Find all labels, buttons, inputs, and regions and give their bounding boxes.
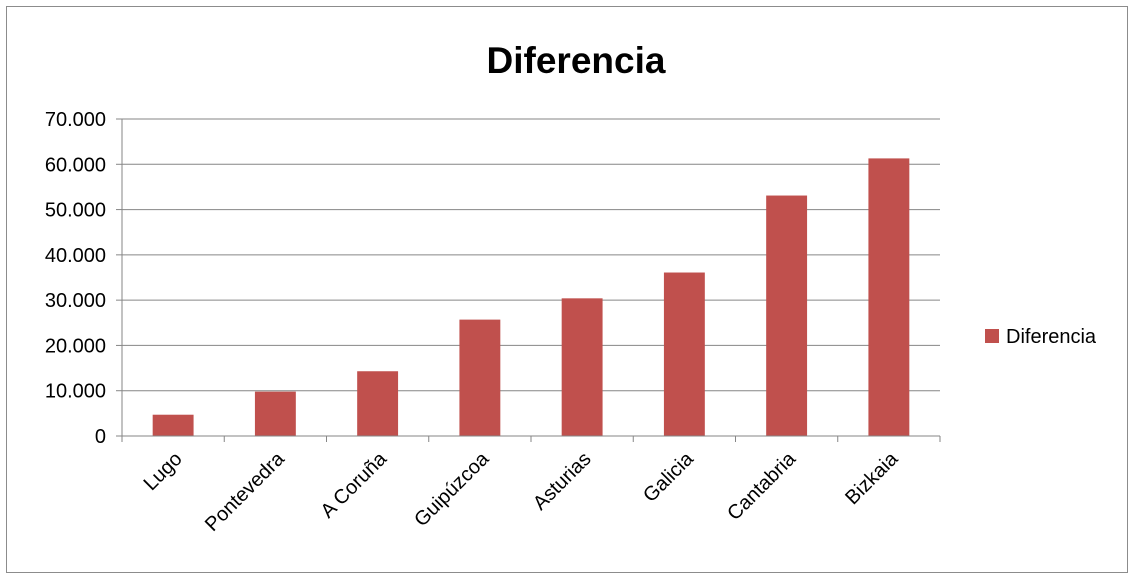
bar-series — [152, 158, 910, 437]
x-tick-label: Asturias — [529, 448, 596, 515]
x-tick-label: A Coruña — [317, 447, 392, 522]
x-tick-label: Pontevedra — [201, 447, 290, 536]
chart-area — [6, 6, 1128, 573]
bar — [459, 319, 501, 436]
gridlines — [122, 118, 940, 392]
y-tick-label: 40.000 — [45, 245, 106, 267]
x-tick-label: Bizkaia — [841, 447, 903, 509]
y-tick-label: 70.000 — [45, 109, 106, 131]
x-tick-label: Galicia — [639, 447, 698, 506]
bar — [561, 298, 603, 436]
bar — [766, 195, 808, 436]
y-tick-label: 50.000 — [45, 200, 106, 222]
x-tick-label: Lugo — [140, 448, 187, 495]
y-tick-label: 30.000 — [45, 290, 106, 312]
legend-swatch — [985, 329, 999, 343]
bar — [868, 158, 910, 437]
bar — [663, 272, 705, 436]
y-tick-label: 10.000 — [45, 381, 106, 403]
y-tick-label: 0 — [95, 426, 106, 448]
x-axis: Lugo Pontevedra A Coruña Guipúzcoa Asturias G… — [121, 435, 941, 536]
bar — [254, 391, 296, 436]
y-tick-label: 20.000 — [45, 335, 106, 357]
x-tick-label: Cantabria — [723, 447, 800, 524]
legend: Diferencia — [985, 326, 1097, 348]
bar — [357, 371, 399, 436]
x-tick-label: Guipúzcoa — [410, 447, 494, 531]
legend-label: Diferencia — [1006, 326, 1097, 348]
bar — [152, 414, 194, 436]
y-axis: 0 10.000 20.000 30.000 40.000 50.000 60.000 70.… — [45, 109, 123, 448]
chart-title: Diferencia — [487, 40, 666, 81]
y-tick-label: 60.000 — [45, 154, 106, 176]
